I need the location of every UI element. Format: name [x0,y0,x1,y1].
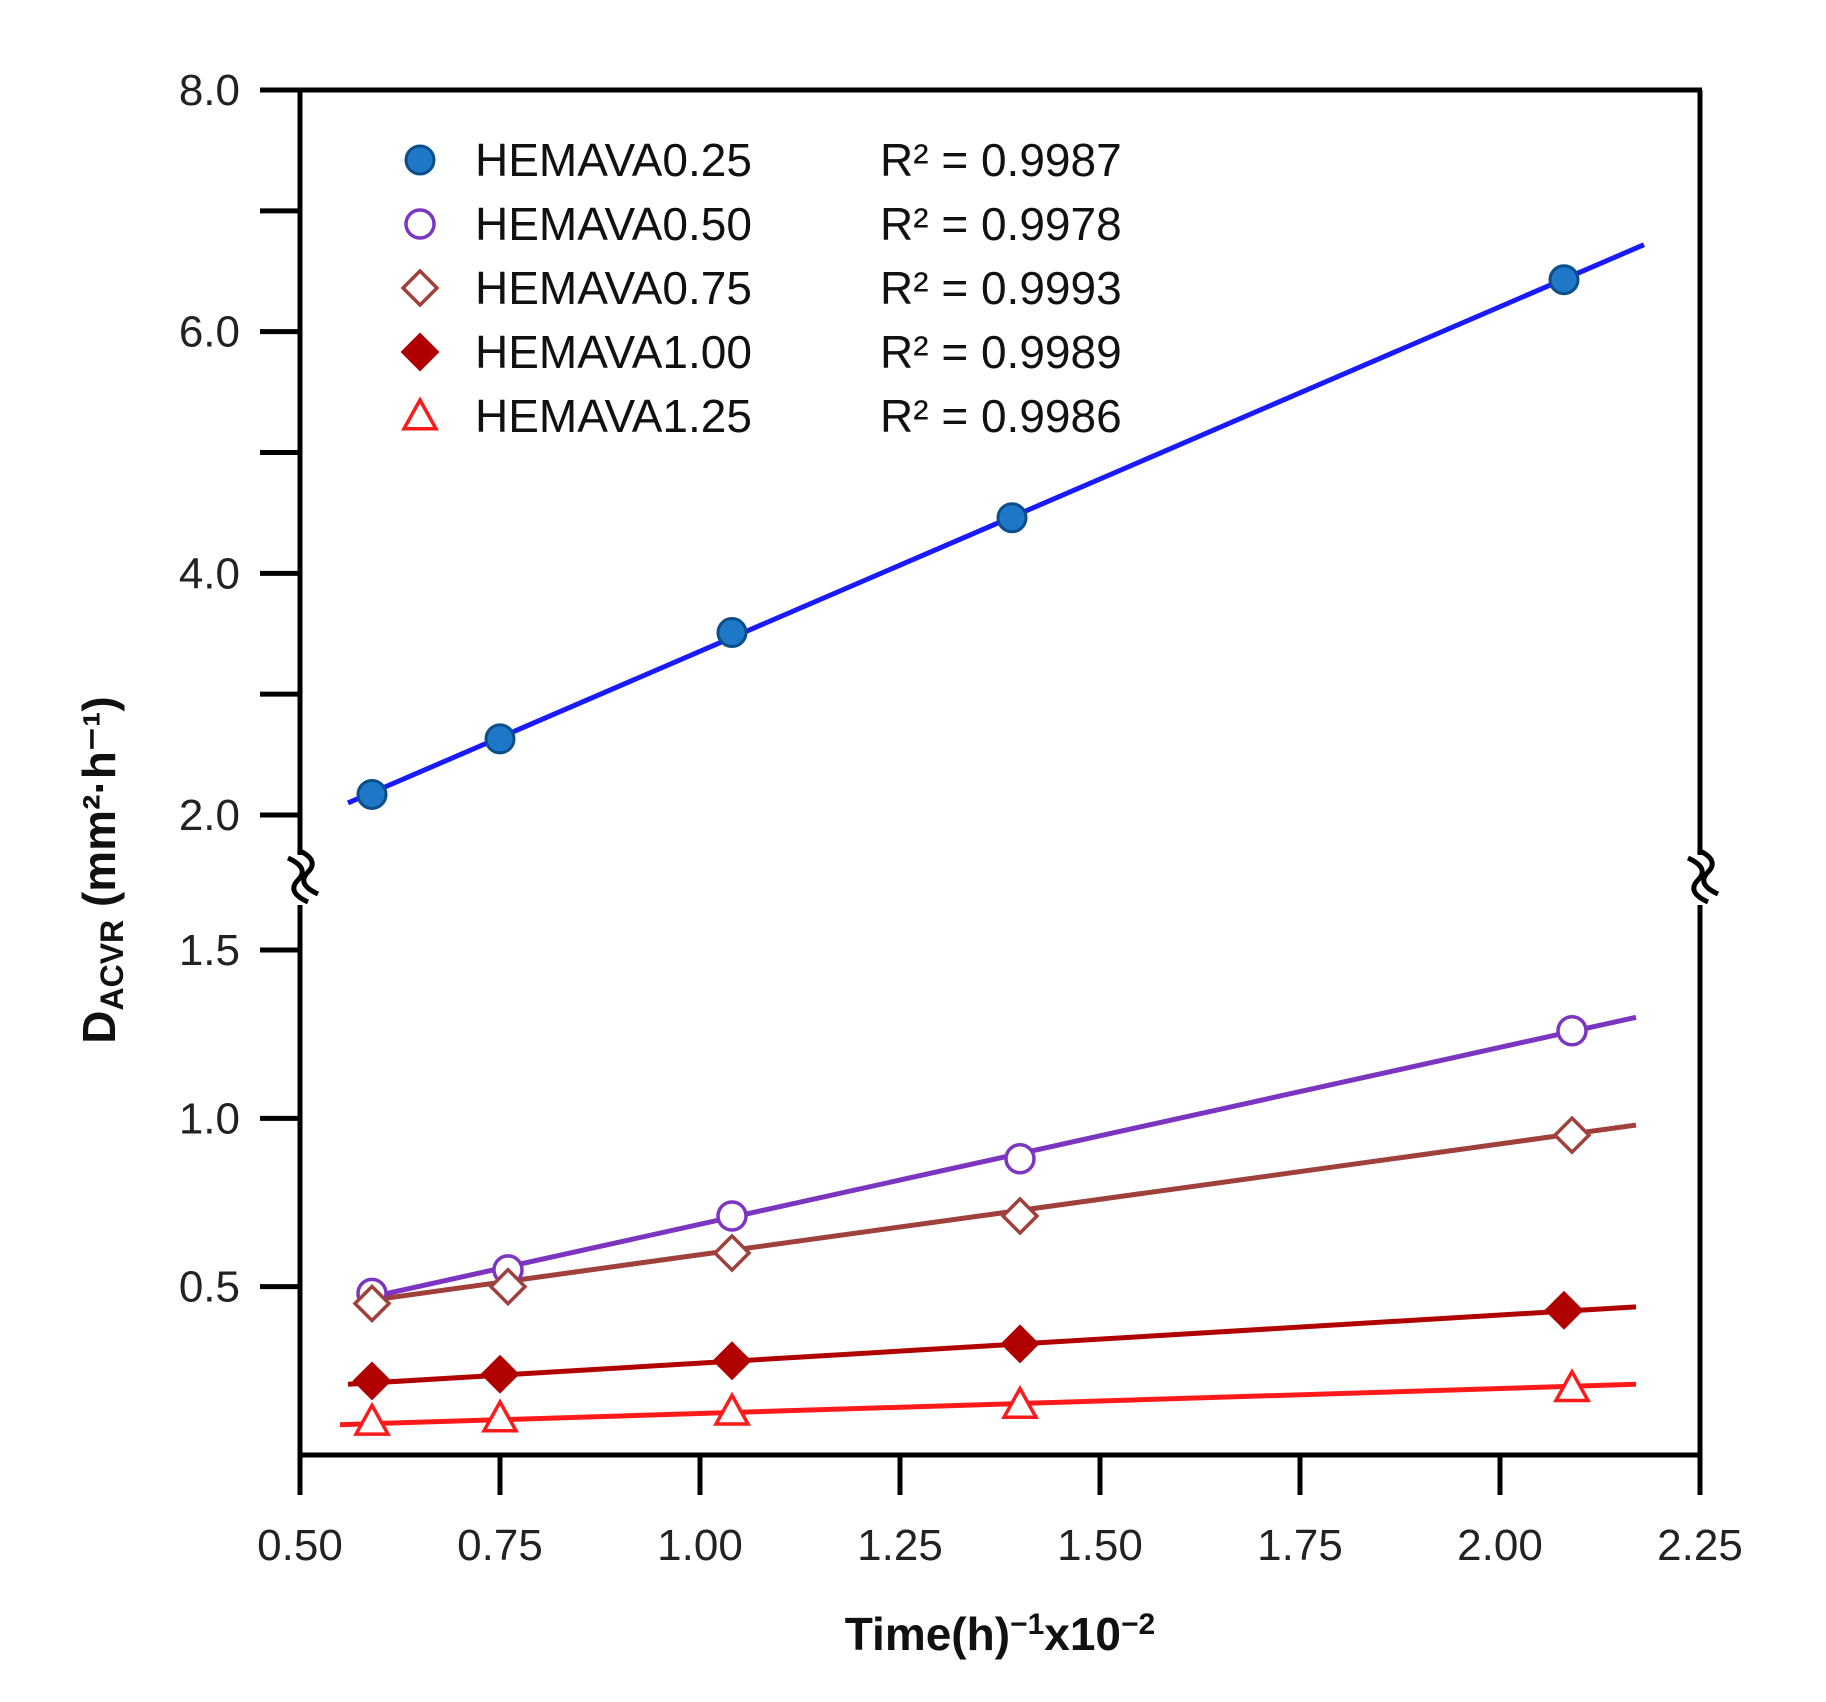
legend-marker [404,144,436,176]
y-tick-label: 6.0 [179,308,240,357]
point-hemava1-00 [1544,1290,1584,1330]
legend-marker [404,208,436,240]
legend-label: HEMAVA0.25 [475,134,752,186]
point-hemava0-25 [1548,264,1580,296]
point-hemava1-00 [480,1354,520,1394]
point-hemava0-50 [1004,1142,1036,1175]
x-tick-label: 0.75 [457,1521,543,1570]
fit-line-hemava1-00 [347,1304,1637,1387]
axis-break-right-b [1696,847,1720,897]
legend-label: HEMAVA0.50 [475,198,752,250]
axis-break-left-a [286,855,310,905]
point-hemava1-25 [353,1401,391,1436]
point-hemava1-00 [352,1361,392,1401]
x-axis-title: Time(h)−1x10−2 [845,1608,1155,1661]
y-tick-label: 1.5 [179,926,240,975]
y-tick-label: 0.5 [179,1263,240,1312]
y-tick-label: 1.0 [179,1094,240,1143]
point-hemava0-75 [352,1284,392,1323]
legend-r2: R² = 0.9993 [880,262,1122,314]
legend-r2: R² = 0.9978 [880,198,1122,250]
fit-line-hemava0-25 [347,242,1645,806]
legend: HEMAVA0.25 R² = 0.9987 HEMAVA0.50 R² = 0.99… [400,134,1122,442]
fit-line-hemava0-50 [371,1014,1637,1300]
point-hemava1-25 [481,1398,519,1433]
x-tick-label: 1.00 [657,1521,743,1570]
axes [260,87,1720,1495]
point-hemava1-25 [1001,1384,1039,1420]
legend-marker [400,268,440,308]
point-hemava0-50 [716,1200,748,1232]
point-hemava0-75 [712,1233,752,1273]
legend-label: HEMAVA0.75 [475,262,752,314]
legend-r2: R² = 0.9989 [880,326,1122,378]
axis-break-left-b [296,847,320,897]
tick-labels: 2.0 4.0 6.0 8.0 0.5 1.0 1.5 0.50 0.75 1.00 1.25 1.5… [179,66,1743,1570]
point-hemava1-00 [712,1341,752,1381]
point-hemava0-25 [484,723,516,755]
point-hemava0-50 [1556,1015,1588,1047]
y-axis-title: DACVR (mm²·h⁻¹) [73,696,130,1043]
legend-marker [401,396,439,431]
legend-marker [400,332,440,372]
x-tick-label: 0.50 [257,1521,343,1570]
point-hemava0-25 [716,617,748,649]
point-hemava1-25 [713,1391,751,1426]
y-tick-label: 4.0 [179,549,240,598]
data-markers [352,264,1592,1436]
legend-label: HEMAVA1.25 [475,390,752,442]
point-hemava0-25 [996,502,1028,534]
y-tick-label: 8.0 [179,66,240,115]
point-hemava0-75 [1552,1115,1592,1155]
x-tick-label: 2.00 [1457,1521,1543,1570]
x-tick-label: 1.75 [1257,1521,1343,1570]
x-tick-label: 1.50 [1057,1521,1143,1570]
point-hemava0-25 [356,778,388,810]
axis-titles: Time(h)−1x10−2 DACVR (mm²·h⁻¹) [73,696,1155,1660]
legend-label: HEMAVA1.00 [475,326,752,378]
y-tick-label: 2.0 [179,791,240,840]
legend-r2: R² = 0.9987 [880,134,1122,186]
point-hemava0-75 [1000,1196,1040,1236]
point-hemava1-25 [1553,1368,1591,1403]
point-hemava1-00 [1000,1324,1040,1364]
fit-line-hemava1-25 [339,1381,1637,1428]
axis-break-right-a [1686,855,1710,905]
point-hemava0-75 [488,1267,528,1307]
legend-r2: R² = 0.9986 [880,390,1122,442]
x-tick-label: 1.25 [857,1521,943,1570]
x-tick-label: 2.25 [1657,1521,1743,1570]
